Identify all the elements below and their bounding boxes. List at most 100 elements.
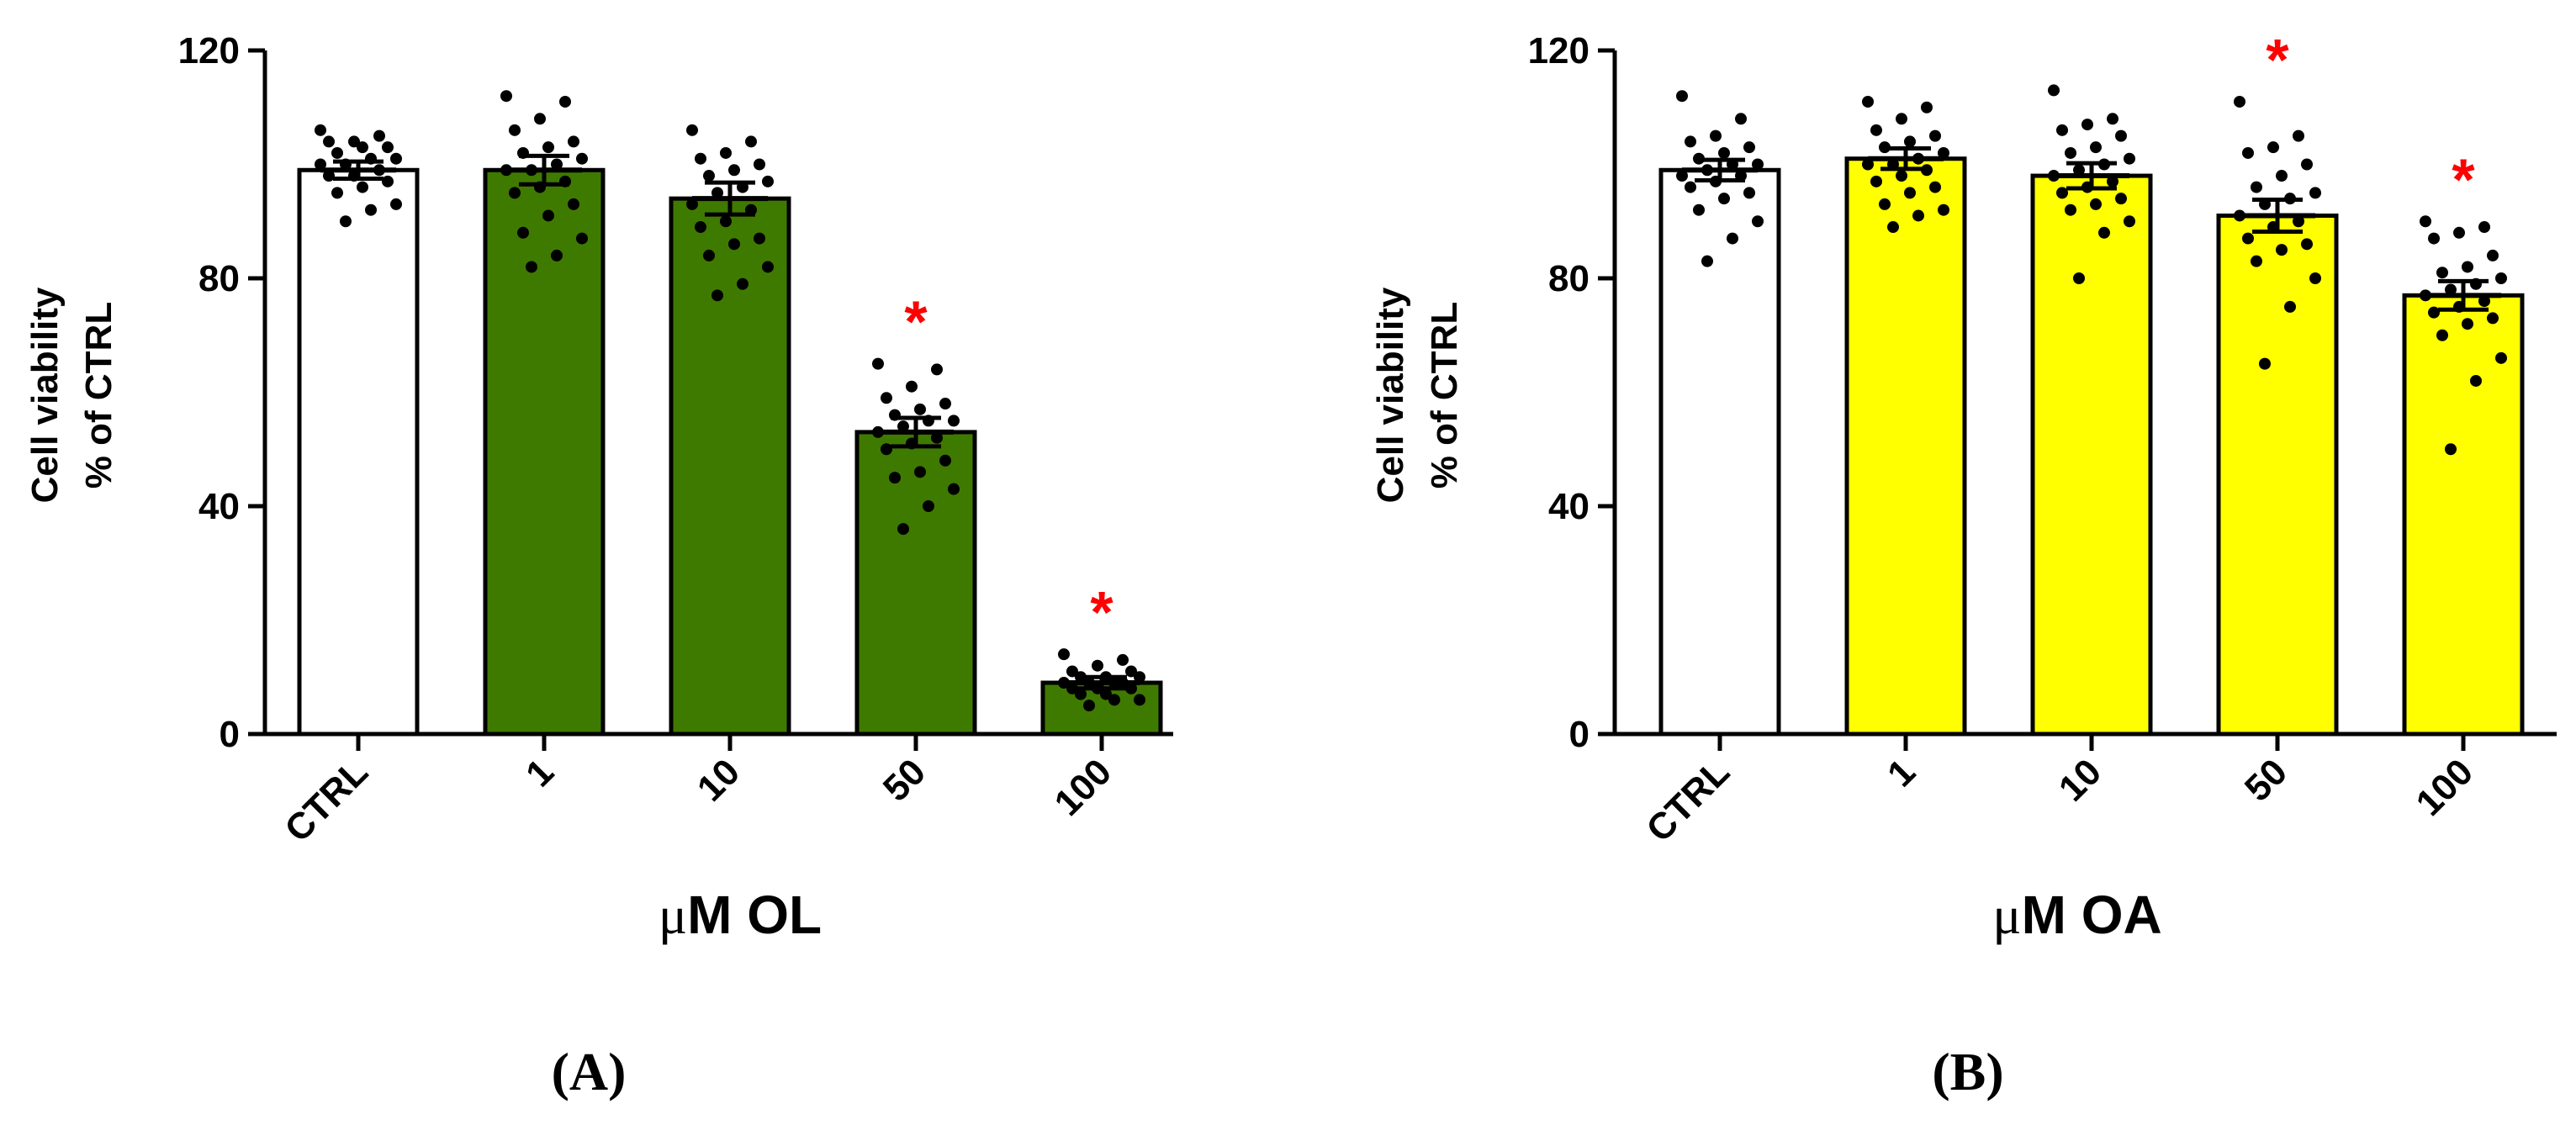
panel-a-point-CTRL	[390, 152, 402, 165]
panel-b-point-CTRL	[1710, 129, 1722, 142]
panel-b-point-10	[2115, 129, 2127, 142]
panel-a-point-10	[711, 289, 723, 302]
panel-a-point-100	[1125, 682, 1137, 695]
panel-a-point-100	[1058, 648, 1070, 661]
panel-b-point-50	[2259, 357, 2271, 370]
panel-a-point-50	[931, 363, 943, 376]
panel-a-point-CTRL	[357, 141, 368, 154]
panel-a-point-CTRL	[315, 158, 326, 171]
panel-b-ylabel-line2: % of CTRL	[1424, 302, 1465, 489]
panel-b-point-100	[2445, 283, 2457, 296]
panel-b-point-100	[2453, 226, 2465, 239]
panel-a-xtick-label-CTRL: CTRL	[277, 751, 376, 850]
panel-a-point-100	[1066, 665, 1078, 678]
panel-a-point-100	[1066, 682, 1078, 695]
panel-a-point-1	[517, 226, 529, 239]
panel-a-ytick-label-0: 0	[220, 714, 240, 755]
panel-a-point-100	[1125, 665, 1137, 678]
panel-a-point-CTRL	[382, 141, 394, 154]
panel-a-significance-100: *	[1090, 579, 1113, 645]
panel-a-point-10	[703, 170, 715, 182]
panel-b-point-100	[2470, 374, 2482, 387]
panel-b-point-50	[2242, 232, 2254, 245]
panel-b-point-10	[2056, 124, 2068, 136]
panel-b-point-1	[1896, 113, 1907, 125]
panel-b-point-50	[2293, 129, 2304, 142]
panel-a-point-100	[1092, 659, 1103, 672]
panel-b-point-1	[1921, 101, 1933, 114]
panel-b-point-1	[1938, 146, 1949, 159]
panel-a-ytick-label-40: 40	[198, 486, 240, 527]
panel-b-point-1	[1929, 129, 1941, 142]
panel-a-point-1	[542, 141, 554, 154]
panel-b-point-10	[2065, 203, 2076, 216]
panel-b-xtick-label-100: 100	[2409, 751, 2482, 824]
panel-a-point-CTRL	[331, 187, 343, 199]
panel-b-point-50	[2293, 215, 2304, 228]
panel-b-point-10	[2124, 152, 2135, 165]
panel-b-point-100	[2487, 249, 2499, 261]
panel-b-point-100	[2462, 261, 2473, 273]
panel-b-xtick-label-1: 1	[1880, 751, 1923, 795]
panel-a-chart: Cell viability % of CTRL μM OL (A) CTRL 1…	[24, 30, 1173, 1101]
panel-b-chart: Cell viability % of CTRL μM OA (B) CTRL 1…	[1370, 27, 2557, 1101]
panel-a-point-10	[686, 124, 698, 136]
panel-a-point-50	[931, 431, 943, 444]
panel-a-point-10	[728, 164, 740, 177]
panel-b-point-1	[1862, 95, 1874, 108]
panel-a-point-100	[1100, 688, 1112, 700]
panel-b-xlabel: μM OA	[1992, 885, 2161, 945]
panel-a-point-50	[881, 392, 892, 404]
panel-b-point-1	[1887, 221, 1899, 234]
panel-b-point-100	[2478, 295, 2490, 308]
panel-a-bar-10	[669, 196, 791, 737]
panel-b-point-CTRL	[1735, 113, 1747, 125]
panel-b-label: (B)	[1932, 1042, 2003, 1101]
panel-a-ylabel-line2: % of CTRL	[78, 302, 119, 489]
panel-a-point-CTRL	[373, 129, 385, 142]
panel-b-point-100	[2428, 306, 2440, 319]
panel-a-xtick-label-10: 10	[690, 751, 748, 809]
panel-b-point-CTRL	[1685, 181, 1696, 193]
panel-a-point-1	[500, 90, 512, 103]
panel-a-point-100	[1075, 688, 1087, 700]
panel-b-point-10	[2056, 187, 2068, 199]
panel-b-significance-50: *	[2266, 27, 2289, 92]
panel-a-xlabel: μM OL	[659, 885, 822, 945]
panel-b-point-50	[2242, 146, 2254, 159]
panel-b-ytick-label-80: 80	[1548, 258, 1590, 299]
panel-a-ylabel-line1: Cell viability	[24, 287, 66, 503]
panel-a-point-50	[906, 380, 918, 393]
panel-a-point-CTRL	[365, 203, 377, 216]
panel-b-point-10	[2048, 84, 2060, 97]
panel-a-point-1	[509, 124, 521, 136]
panel-a-bar-CTRL	[297, 167, 420, 737]
panel-b-bar-CTRL	[1658, 167, 1781, 737]
panel-a-point-10	[762, 261, 774, 273]
panel-a-ytick-label-80: 80	[198, 258, 240, 299]
panel-b-point-50	[2301, 158, 2313, 171]
panel-b-point-100	[2478, 221, 2490, 234]
panel-a-label: (A)	[552, 1042, 627, 1101]
panel-a-point-100	[1083, 700, 1095, 712]
panel-a-point-50	[881, 443, 892, 456]
panel-a-point-1	[576, 152, 588, 165]
panel-b-point-1	[1904, 135, 1916, 148]
panel-b-point-1	[1896, 170, 1907, 182]
panel-b-point-50	[2301, 238, 2313, 251]
panel-a-point-50	[897, 523, 909, 536]
panel-a-point-50	[948, 483, 960, 495]
panel-a-point-10	[720, 146, 732, 159]
panel-b-point-100	[2495, 272, 2507, 284]
panel-a-point-100	[1134, 671, 1145, 684]
panel-a-point-10	[711, 187, 723, 199]
panel-b-point-100	[2436, 267, 2448, 279]
panel-a-point-1	[526, 261, 537, 273]
panel-b-point-10	[2124, 215, 2135, 228]
panel-a-point-50	[872, 357, 884, 370]
panel-b-point-50	[2276, 170, 2288, 182]
panel-a-point-CTRL	[382, 175, 394, 188]
panel-b-point-10	[2090, 141, 2102, 154]
panel-b-xlabel-mu: μ	[1992, 885, 2021, 945]
panel-b-point-1	[1929, 181, 1941, 193]
